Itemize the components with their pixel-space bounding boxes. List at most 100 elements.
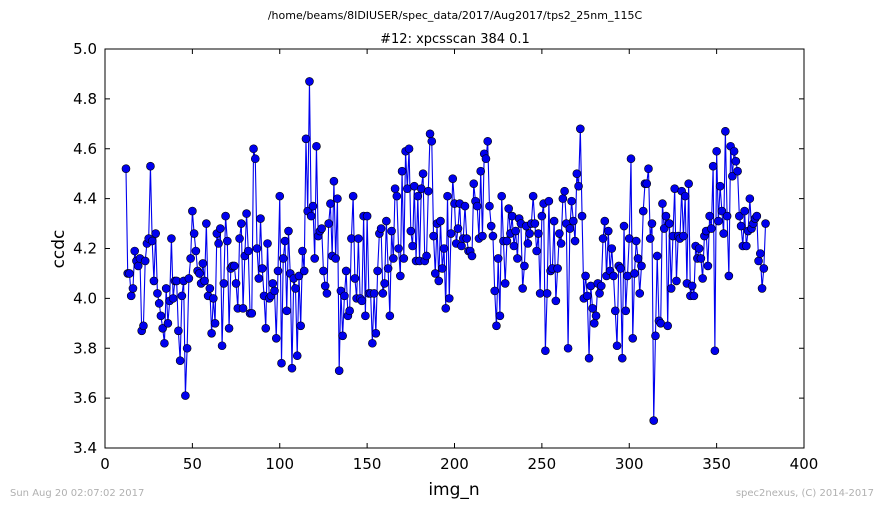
data-point bbox=[128, 284, 138, 293]
data-point bbox=[642, 179, 652, 188]
data-point bbox=[717, 206, 727, 216]
plot-frame bbox=[104, 48, 805, 449]
data-point bbox=[256, 214, 265, 223]
data-point bbox=[209, 294, 218, 303]
data-point bbox=[214, 239, 223, 248]
data-point bbox=[188, 206, 197, 216]
data-point bbox=[394, 244, 403, 253]
data-point bbox=[361, 311, 370, 321]
data-point bbox=[223, 236, 232, 246]
data-point bbox=[626, 154, 636, 164]
data-point bbox=[121, 164, 131, 173]
data-point bbox=[296, 321, 306, 331]
plot-layer bbox=[121, 77, 770, 425]
data-point bbox=[277, 358, 286, 368]
data-point bbox=[278, 254, 288, 263]
data-point bbox=[174, 326, 183, 336]
data-point bbox=[446, 229, 456, 238]
data-point bbox=[357, 296, 367, 306]
data-point bbox=[728, 171, 737, 181]
data-point bbox=[652, 251, 662, 261]
data-point bbox=[322, 289, 332, 298]
data-point bbox=[556, 239, 566, 248]
y-tick-label: 5.0 bbox=[73, 40, 97, 58]
data-point bbox=[406, 226, 416, 236]
data-point bbox=[139, 321, 148, 331]
x-tick-label: 100 bbox=[265, 455, 294, 473]
data-point bbox=[617, 353, 627, 363]
data-point bbox=[205, 284, 215, 293]
data-point bbox=[724, 271, 734, 281]
y-axis-label: ccdc bbox=[49, 230, 69, 269]
x-tick-label: 250 bbox=[528, 455, 557, 473]
data-point bbox=[513, 254, 522, 263]
data-point bbox=[707, 224, 716, 233]
data-point bbox=[160, 338, 169, 348]
data-point bbox=[198, 259, 208, 268]
data-point bbox=[584, 353, 594, 363]
data-point bbox=[754, 256, 763, 266]
data-point bbox=[565, 224, 575, 233]
data-point bbox=[752, 211, 762, 221]
data-point bbox=[476, 166, 486, 176]
data-point bbox=[511, 226, 520, 236]
data-point bbox=[221, 211, 230, 221]
data-point bbox=[243, 246, 253, 256]
data-point bbox=[430, 269, 440, 278]
data-point bbox=[397, 166, 407, 176]
data-point bbox=[254, 274, 264, 283]
data-point bbox=[153, 289, 162, 298]
data-point bbox=[348, 191, 358, 201]
data-point bbox=[195, 269, 204, 278]
data-point bbox=[202, 219, 211, 228]
data-point bbox=[525, 229, 534, 238]
data-point bbox=[756, 249, 765, 258]
data-point bbox=[354, 234, 363, 243]
data-point bbox=[731, 156, 741, 166]
data-point bbox=[387, 226, 396, 236]
data-point bbox=[413, 191, 423, 201]
data-point bbox=[719, 229, 728, 238]
data-point bbox=[287, 363, 297, 373]
data-point bbox=[383, 264, 393, 273]
data-point bbox=[616, 264, 625, 273]
data-point bbox=[467, 251, 477, 261]
data-point bbox=[280, 236, 290, 246]
data-point bbox=[712, 146, 721, 156]
data-point bbox=[422, 251, 431, 261]
data-point bbox=[729, 146, 739, 156]
data-point bbox=[310, 254, 320, 263]
data-point bbox=[509, 241, 519, 251]
data-point bbox=[722, 211, 732, 221]
x-tick-label: 0 bbox=[100, 455, 110, 473]
data-point bbox=[469, 179, 479, 188]
data-point bbox=[389, 254, 398, 263]
data-point bbox=[541, 346, 550, 356]
data-point bbox=[252, 244, 262, 253]
data-point bbox=[635, 289, 645, 298]
data-point bbox=[460, 201, 470, 211]
data-point bbox=[745, 194, 755, 203]
data-point bbox=[645, 234, 655, 243]
data-point bbox=[621, 306, 631, 316]
data-point bbox=[376, 224, 386, 233]
data-point bbox=[504, 204, 513, 213]
data-point bbox=[528, 191, 538, 201]
data-point bbox=[242, 209, 251, 218]
data-point bbox=[714, 216, 723, 226]
y-tick-label: 4.6 bbox=[73, 140, 97, 158]
data-point bbox=[126, 291, 136, 301]
data-point bbox=[331, 254, 340, 263]
data-point bbox=[149, 276, 159, 286]
data-point bbox=[453, 224, 463, 233]
data-point bbox=[181, 391, 190, 400]
data-point bbox=[261, 323, 271, 333]
data-point bbox=[191, 246, 201, 256]
data-point bbox=[555, 229, 564, 238]
file-path-title: /home/beams/8IDIUSER/spec_data/2017/Aug2… bbox=[268, 9, 643, 22]
data-point bbox=[312, 141, 321, 151]
data-point bbox=[757, 284, 767, 293]
data-point bbox=[436, 216, 445, 226]
data-point bbox=[427, 136, 437, 146]
data-point bbox=[485, 201, 494, 211]
